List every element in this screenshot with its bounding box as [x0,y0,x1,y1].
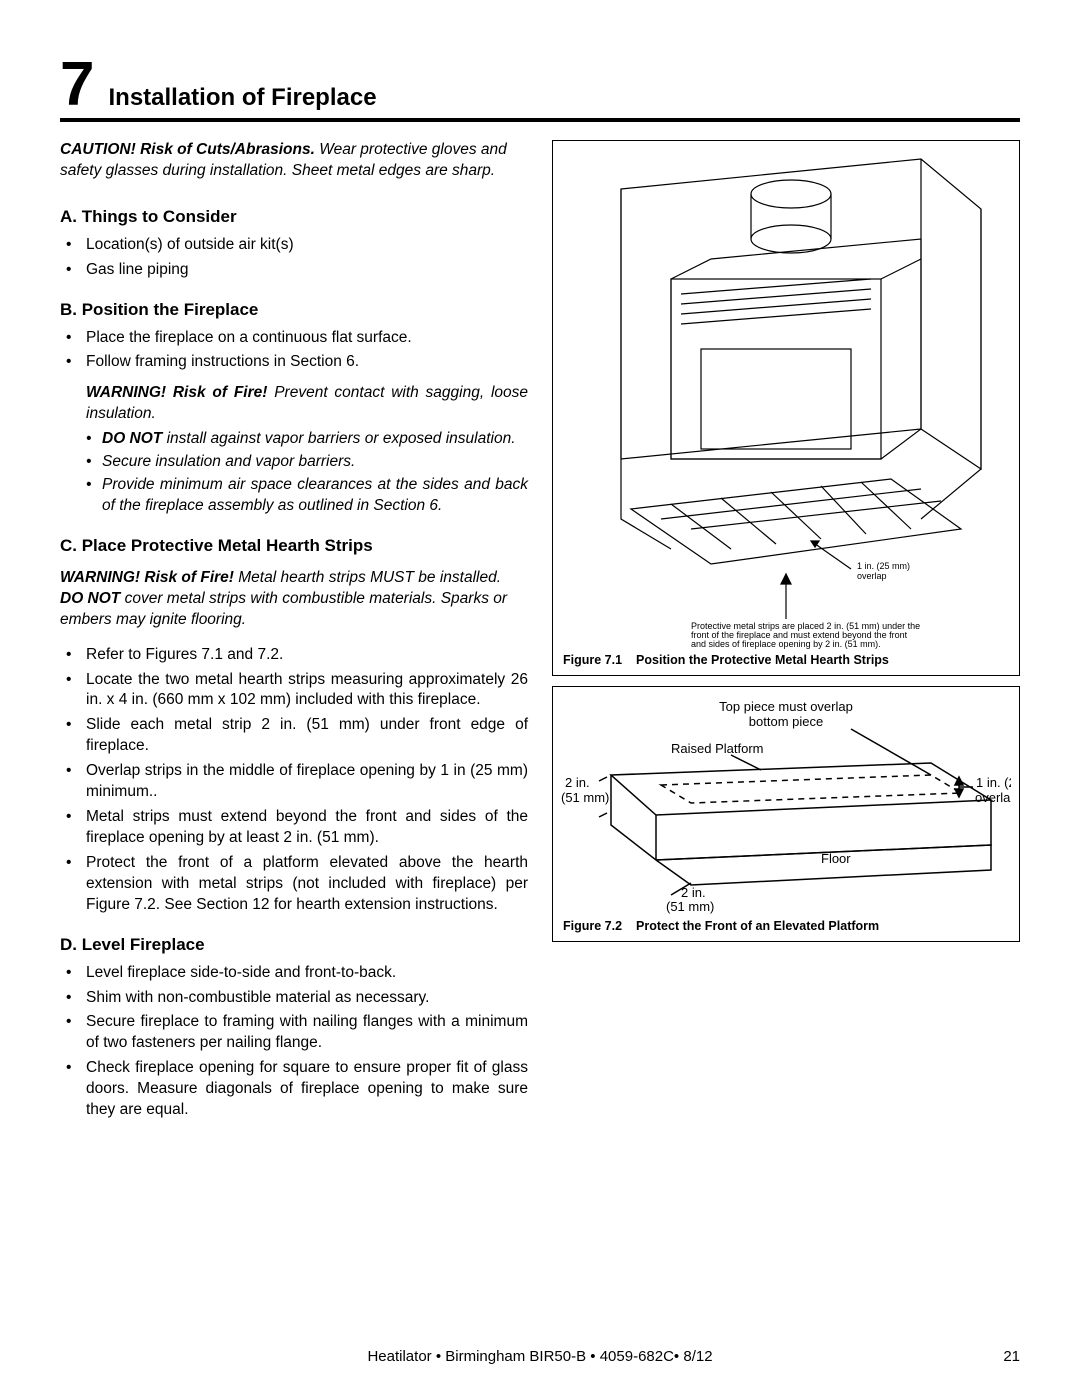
section-header: 7 Installation of Fireplace [60,60,1020,122]
fig-num: Figure 7.1 [563,653,622,667]
top-label: Top piece must overlap [719,699,853,714]
left-dim: 2 in. [565,775,590,790]
right-dim: overlap [975,790,1011,805]
list-item: Level fireplace side-to-side and front-t… [60,963,528,984]
overlap-label: overlap [857,571,887,581]
list-b: Place the fireplace on a continuous flat… [60,328,528,374]
list-item: Metal strips must extend beyond the fron… [60,807,528,849]
figure-7-1: 1 in. (25 mm) overlap Protective metal s… [552,140,1020,676]
overlap-label: 1 in. (25 mm) [857,561,910,571]
donot: DO NOT [102,430,162,447]
bot-dim: (51 mm) [666,899,714,914]
page-footer: Heatilator • Birmingham BIR50-B • 4059-6… [60,1348,1020,1365]
section-number: 7 [60,60,94,110]
top-label: bottom piece [749,714,823,729]
list-d: Level fireplace side-to-side and front-t… [60,963,528,1121]
fig71-note: and sides of fireplace opening by 2 in. … [691,639,881,649]
floor-label: Floor [821,851,851,866]
bot-dim: 2 in. [681,885,706,900]
fig-num: Figure 7.2 [563,919,622,933]
fig-title: Protect the Front of an Elevated Platfor… [636,919,879,933]
list-item: Gas line piping [60,260,528,281]
heading-a: A. Things to Consider [60,206,528,229]
list-item: Refer to Figures 7.1 and 7.2. [60,645,528,666]
list-item: Location(s) of outside air kit(s) [60,235,528,256]
warning-lead: WARNING! Risk of Fire! [86,384,267,401]
fig-title: Position the Protective Metal Hearth Str… [636,653,889,667]
list-item: DO NOT install against vapor barriers or… [86,429,528,450]
figure-7-1-svg: 1 in. (25 mm) overlap Protective metal s… [561,149,1011,649]
list-item: Secure fireplace to framing with nailing… [60,1012,528,1054]
list-item: Overlap strips in the middle of fireplac… [60,761,528,803]
figure-7-1-caption: Figure 7.1 Position the Protective Metal … [561,649,1011,667]
footer-center: Heatilator • Birmingham BIR50-B • 4059-6… [100,1348,980,1365]
donot: DO NOT [60,590,120,607]
heading-b: B. Position the Fireplace [60,299,528,322]
page-number: 21 [980,1348,1020,1365]
warning-lead: WARNING! Risk of Fire! [60,569,234,586]
left-column: CAUTION! Risk of Cuts/Abrasions. Wear pr… [60,140,528,1131]
list-a: Location(s) of outside air kit(s) Gas li… [60,235,528,281]
warning-b: WARNING! Risk of Fire! Prevent contact w… [60,383,528,517]
list-item: Provide minimum air space clearances at … [86,475,528,517]
list-item: Protect the front of a platform elevated… [60,853,528,916]
heading-c: C. Place Protective Metal Hearth Strips [60,535,528,558]
list-item: Secure insulation and vapor barriers. [86,452,528,473]
content-columns: CAUTION! Risk of Cuts/Abrasions. Wear pr… [60,140,1020,1131]
list-c: Refer to Figures 7.1 and 7.2. Locate the… [60,645,528,916]
raised-label: Raised Platform [671,741,763,756]
list-item: Slide each metal strip 2 in. (51 mm) und… [60,715,528,757]
caution-lead: CAUTION! Risk of Cuts/Abrasions. [60,141,315,158]
list-item: Follow framing instructions in Section 6… [60,352,528,373]
warning-sublist: DO NOT install against vapor barriers or… [86,429,528,517]
list-item: Check fireplace opening for square to en… [60,1058,528,1121]
figure-7-2-svg: Top piece must overlap bottom piece Rais… [561,695,1011,915]
warning-c: WARNING! Risk of Fire! Metal hearth stri… [60,568,528,631]
heading-d: D. Level Fireplace [60,934,528,957]
right-column: 1 in. (25 mm) overlap Protective metal s… [552,140,1020,1131]
section-title: Installation of Fireplace [108,84,376,118]
left-dim: (51 mm) [561,790,609,805]
figure-7-2-caption: Figure 7.2 Protect the Front of an Elevat… [561,915,1011,933]
list-item: Shim with non-combustible material as ne… [60,988,528,1009]
right-dim: 1 in. (25 mm) min. [976,775,1011,790]
list-item: Place the fireplace on a continuous flat… [60,328,528,349]
caution-paragraph: CAUTION! Risk of Cuts/Abrasions. Wear pr… [60,140,528,182]
figure-7-2: Top piece must overlap bottom piece Rais… [552,686,1020,942]
list-item: Locate the two metal hearth strips measu… [60,670,528,712]
